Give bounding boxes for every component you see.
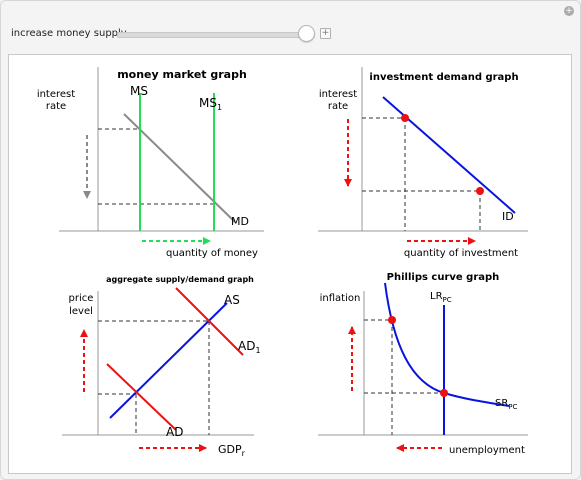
pc-point-2 (440, 389, 448, 397)
graphs-canvas: money market graph interest rate MS MS1 … (37, 67, 528, 458)
money-title: money market graph (117, 68, 247, 81)
phillips-title: Phillips curve graph (387, 272, 500, 283)
money-ylabel-2: rate (46, 101, 66, 112)
investment-demand-graph: investment demand graph interest rate ID… (318, 67, 528, 259)
inv-ylabel-1: interest (319, 89, 357, 100)
expand-plus-icon[interactable]: + (320, 28, 331, 39)
md-curve (123, 113, 236, 223)
srpc-label: SRPC (495, 398, 518, 411)
money-ylabel-1: interest (37, 89, 75, 100)
id-label: ID (502, 210, 514, 223)
ad1-label: AD1 (238, 339, 261, 355)
asad-ylabel-1: price (69, 293, 94, 304)
lrpc-label: LRPC (430, 291, 452, 304)
money-supply-slider[interactable] (117, 32, 315, 38)
ms1-label: MS1 (199, 96, 222, 112)
md-label: MD (231, 215, 249, 228)
investment-title: investment demand graph (369, 72, 518, 83)
money-market-graph: money market graph interest rate MS MS1 … (37, 67, 264, 259)
graph-panel: money market graph interest rate MS MS1 … (8, 54, 572, 474)
asad-xlabel: GDPr (218, 443, 246, 458)
pc-xlabel: unemployment (449, 445, 525, 456)
pc-ylabel: inflation (320, 293, 361, 304)
pc-point-1 (388, 316, 396, 324)
ad-curve (106, 363, 177, 431)
inv-ylabel-2: rate (328, 101, 348, 112)
plus-circle-icon[interactable]: + (564, 6, 574, 16)
asad-title: aggregate supply/demand graph (106, 275, 254, 284)
inv-point-1 (401, 114, 409, 122)
inv-point-2 (476, 187, 484, 195)
ad1-curve (175, 287, 244, 356)
asad-ylabel-2: level (69, 306, 93, 317)
phillips-curve-graph: Phillips curve graph inflation LRPC SRPC… (318, 272, 528, 456)
asad-graph: aggregate supply/demand graph price leve… (62, 275, 261, 458)
ad-label: AD (166, 425, 183, 439)
as-curve (109, 302, 228, 419)
ms-label: MS (130, 84, 148, 98)
slider-thumb[interactable] (298, 25, 316, 42)
inv-xlabel: quantity of investment (404, 248, 518, 259)
id-curve (382, 96, 516, 214)
slider-label: increase money supply (11, 28, 127, 39)
as-label: AS (224, 293, 240, 307)
srpc-curve (384, 282, 510, 407)
money-xlabel: quantity of money (166, 248, 258, 259)
